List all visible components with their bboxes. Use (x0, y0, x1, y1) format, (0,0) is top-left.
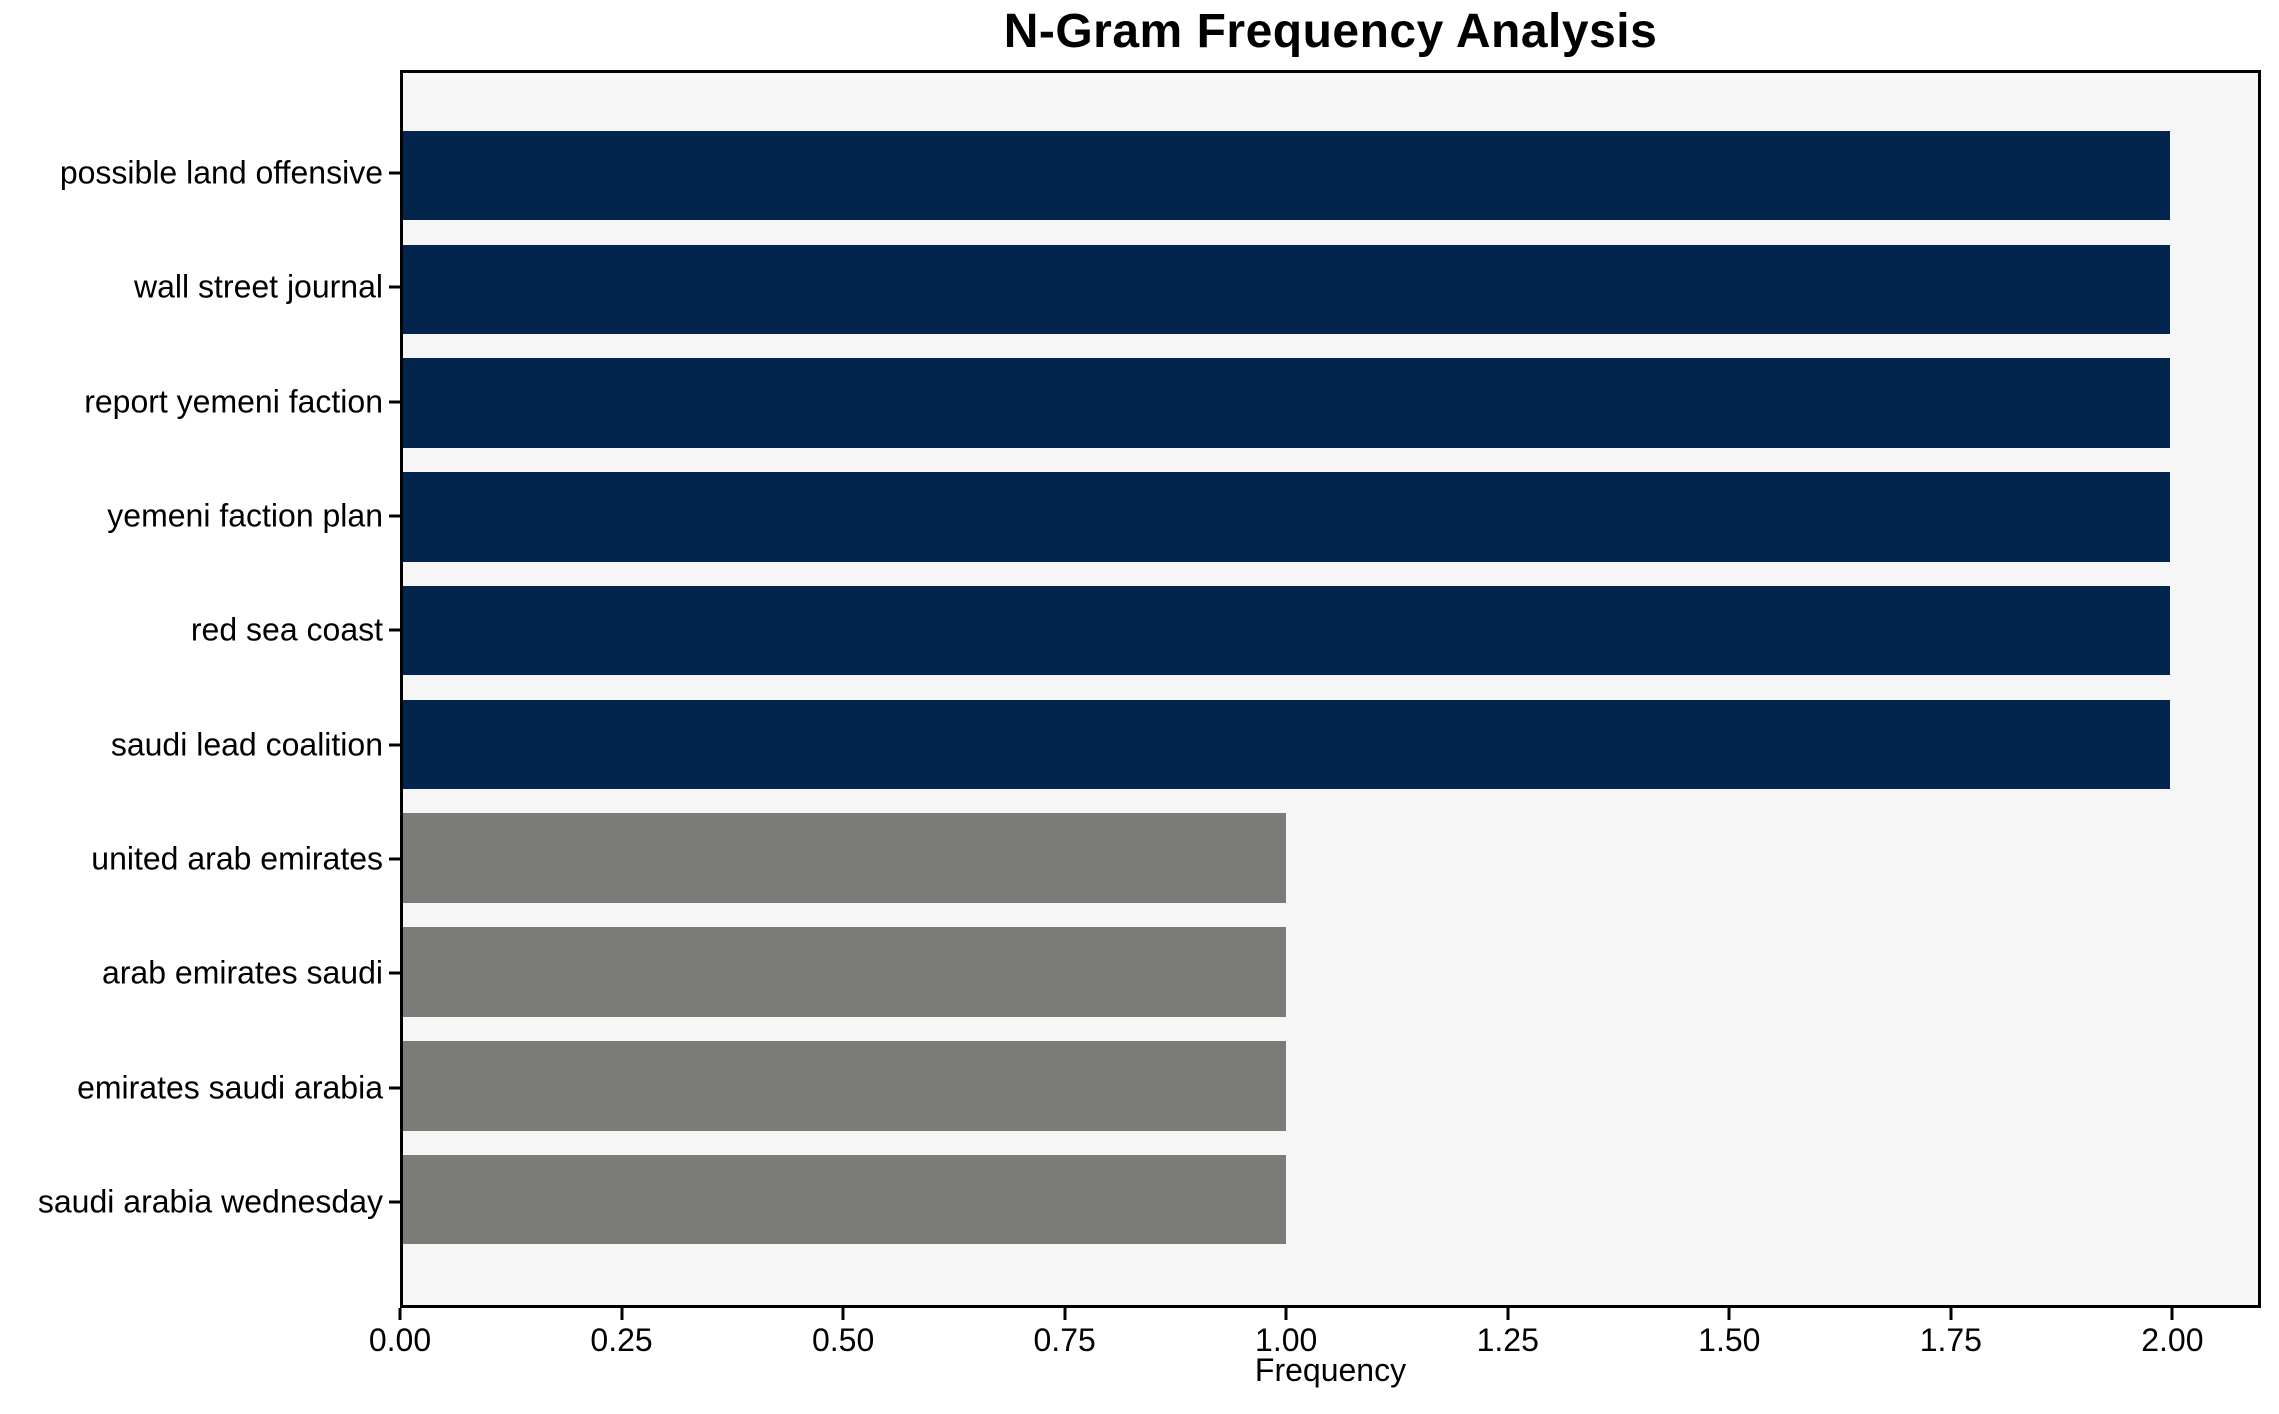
x-tick-mark (1506, 1308, 1510, 1320)
bar-red-sea-coast (403, 585, 2170, 676)
x-tick-label: 1.50 (1698, 1322, 1761, 1358)
x-tick-mark (841, 1308, 845, 1320)
bar-saudi-lead-coalition (403, 699, 2170, 790)
x-tick-mark (1063, 1308, 1067, 1320)
y-tick-mark (389, 285, 400, 289)
bar-arab-emirates-saudi (403, 927, 1287, 1017)
y-tick-label: saudi arabia wednesday (37, 1183, 383, 1220)
y-tick-mark (389, 171, 400, 175)
x-tick-label: 0.75 (1033, 1322, 1096, 1358)
x-tick-label: 1.75 (1919, 1322, 1982, 1358)
x-tick-mark (1284, 1308, 1288, 1320)
x-tick-mark (1949, 1308, 1953, 1320)
x-tick-label: 1.00 (1255, 1322, 1318, 1358)
x-tick-mark (1727, 1308, 1731, 1320)
bar-yemeni-faction-plan (403, 472, 2170, 562)
x-tick-label: 1.25 (1476, 1322, 1539, 1358)
x-axis-label: Frequency (1254, 1352, 1407, 1388)
x-axis: 0.00 0.25 0.50 0.75 1.00 1.25 1.50 1.75 2.00 (369, 1308, 2261, 1388)
x-tick-mark (398, 1308, 402, 1320)
y-tick-label: report yemeni faction (84, 383, 383, 420)
bar-united-arab-emirates (403, 813, 1287, 903)
y-tick-label: yemeni faction plan (107, 497, 383, 534)
bar-wall-street-journal (403, 244, 2170, 335)
bar-report-yemeni-faction (403, 358, 2170, 448)
y-tick-label: united arab emirates (91, 840, 383, 877)
y-tick-mark (389, 1200, 400, 1204)
y-axis-tick-marks (389, 70, 400, 1308)
y-tick-label: wall street journal (134, 268, 383, 305)
y-tick-mark (389, 743, 400, 747)
y-axis-labels: possible land offensive wall street journ… (0, 70, 383, 1308)
y-tick-mark (389, 628, 400, 632)
bar-possible-land-offensive (403, 130, 2170, 221)
plot-area (400, 70, 2261, 1308)
y-tick-mark (389, 857, 400, 861)
y-tick-mark (389, 1086, 400, 1090)
y-tick-mark (389, 971, 400, 975)
y-tick-mark (389, 400, 400, 404)
chart-title: N-Gram Frequency Analysis (1003, 5, 1658, 58)
bar-emirates-saudi-arabia (403, 1040, 1287, 1131)
y-tick-label: possible land offensive (59, 154, 383, 191)
y-tick-label: emirates saudi arabia (77, 1069, 383, 1106)
x-tick-label: 2.00 (2141, 1322, 2204, 1358)
bar-saudi-arabia-wednesday (403, 1154, 1287, 1245)
x-tick-mark (2170, 1308, 2174, 1320)
y-tick-label: arab emirates saudi (101, 954, 383, 991)
y-tick-mark (389, 514, 400, 518)
y-tick-label: saudi lead coalition (110, 726, 383, 763)
y-tick-label: red sea coast (190, 611, 383, 648)
x-tick-label: 0.50 (811, 1322, 875, 1358)
x-tick-label: 0.00 (368, 1322, 432, 1358)
x-tick-mark (620, 1308, 624, 1320)
x-tick-label: 0.25 (590, 1322, 653, 1358)
